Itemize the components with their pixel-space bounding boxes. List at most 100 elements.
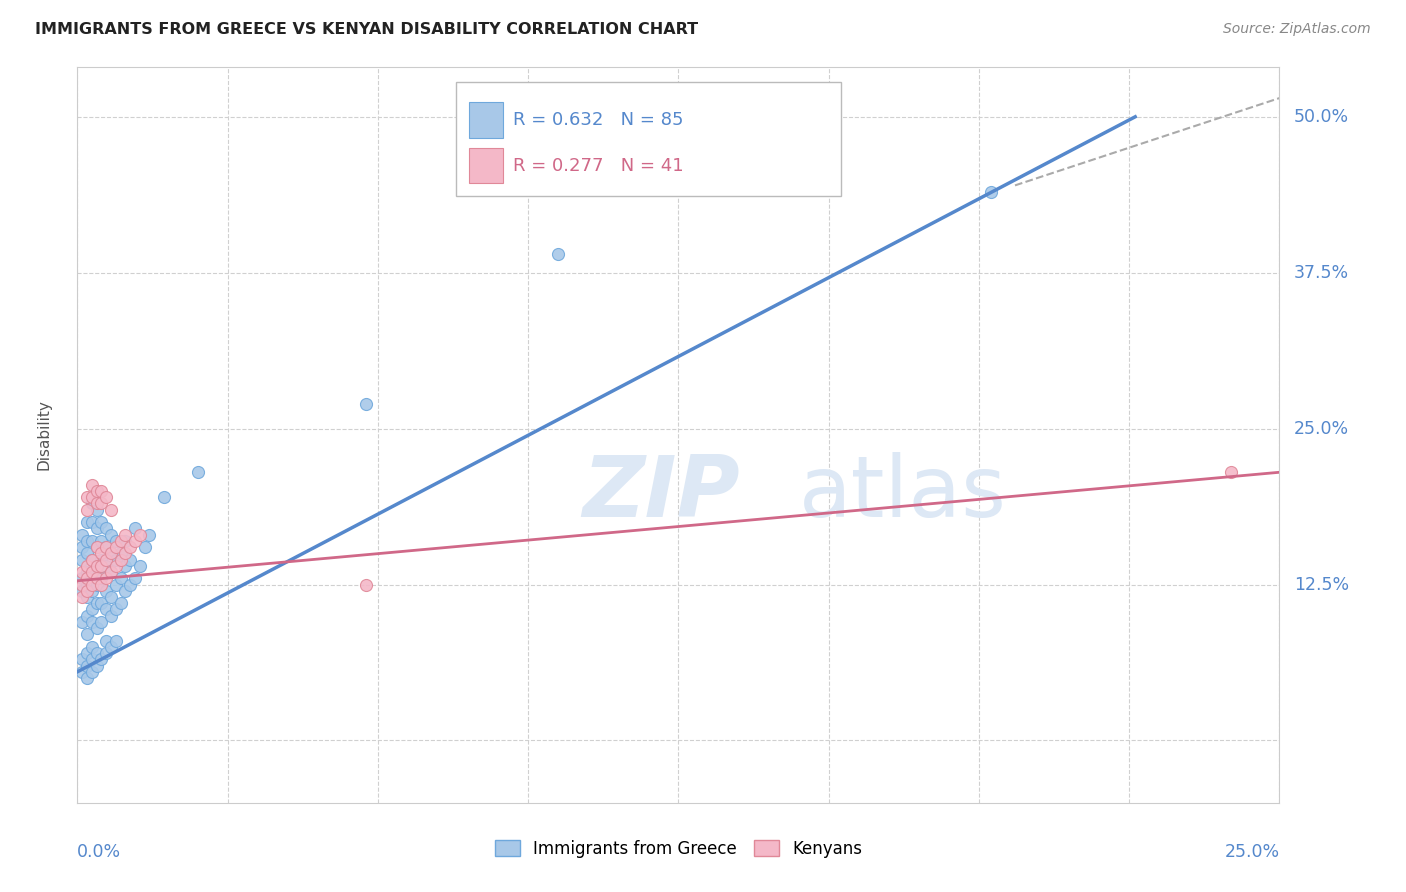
Point <box>70 615 93 629</box>
Point <box>153 490 176 504</box>
Point <box>76 627 98 641</box>
Point <box>80 602 103 616</box>
Point <box>80 577 103 591</box>
Point <box>70 565 93 579</box>
Text: 12.5%: 12.5% <box>1294 575 1348 593</box>
Point <box>96 583 118 598</box>
Point <box>96 540 118 554</box>
Point <box>76 571 98 585</box>
Text: ZIP: ZIP <box>582 452 740 535</box>
Point <box>104 633 127 648</box>
Point <box>70 552 93 566</box>
Point <box>90 515 112 529</box>
Point <box>104 533 127 548</box>
Point <box>120 540 142 554</box>
Point <box>110 596 132 610</box>
Point <box>114 533 136 548</box>
Point <box>100 640 122 654</box>
Point <box>86 558 108 573</box>
Point <box>80 496 103 510</box>
Point <box>70 577 93 591</box>
Point <box>70 665 93 679</box>
Point <box>104 602 127 616</box>
Point <box>76 577 98 591</box>
Legend: Immigrants from Greece, Kenyans: Immigrants from Greece, Kenyans <box>488 833 869 864</box>
Point <box>76 671 98 685</box>
Point <box>110 552 132 566</box>
Point <box>76 515 98 529</box>
Point <box>90 533 112 548</box>
Point <box>120 552 142 566</box>
Point <box>90 596 112 610</box>
Point <box>76 583 98 598</box>
Text: 25.0%: 25.0% <box>1294 419 1348 438</box>
Point <box>86 577 108 591</box>
Point <box>134 540 156 554</box>
Point <box>90 558 112 573</box>
Point <box>86 571 108 585</box>
Text: 25.0%: 25.0% <box>1225 843 1279 862</box>
Point <box>80 615 103 629</box>
Point <box>76 558 98 573</box>
Point <box>86 596 108 610</box>
Text: R = 0.277   N = 41: R = 0.277 N = 41 <box>513 156 683 175</box>
Point <box>96 558 118 573</box>
Point <box>128 527 150 541</box>
Point <box>80 490 103 504</box>
Text: 50.0%: 50.0% <box>1294 108 1348 126</box>
Point <box>80 583 103 598</box>
Point <box>100 546 122 560</box>
Point <box>104 552 127 566</box>
Point <box>186 465 209 479</box>
Point <box>70 583 93 598</box>
Point <box>138 527 160 541</box>
Point <box>90 496 112 510</box>
Point <box>70 590 93 604</box>
Point <box>354 397 377 411</box>
Point <box>80 565 103 579</box>
Point <box>80 640 103 654</box>
Point <box>104 577 127 591</box>
Point <box>90 483 112 498</box>
Point <box>80 533 103 548</box>
Point <box>100 590 122 604</box>
Point <box>104 558 127 573</box>
Point <box>80 652 103 666</box>
Text: 0.0%: 0.0% <box>77 843 121 862</box>
Point <box>90 546 112 560</box>
Point <box>100 527 122 541</box>
Point <box>120 577 142 591</box>
Point <box>110 571 132 585</box>
Point <box>86 558 108 573</box>
Point <box>86 658 108 673</box>
Point <box>70 571 93 585</box>
Point <box>128 558 150 573</box>
Point <box>76 646 98 660</box>
Point <box>86 621 108 635</box>
Point <box>100 565 122 579</box>
Point <box>90 552 112 566</box>
Point <box>80 477 103 491</box>
Point <box>354 577 377 591</box>
Point <box>114 558 136 573</box>
Text: Source: ZipAtlas.com: Source: ZipAtlas.com <box>1223 22 1371 37</box>
Point <box>76 658 98 673</box>
Point <box>96 602 118 616</box>
Point <box>980 185 1002 199</box>
Point <box>104 540 127 554</box>
Point <box>76 565 98 579</box>
Point <box>76 490 98 504</box>
Point <box>80 552 103 566</box>
Text: IMMIGRANTS FROM GREECE VS KENYAN DISABILITY CORRELATION CHART: IMMIGRANTS FROM GREECE VS KENYAN DISABIL… <box>35 22 699 37</box>
Point <box>90 615 112 629</box>
Text: 37.5%: 37.5% <box>1294 264 1348 282</box>
Point <box>86 502 108 516</box>
Point <box>70 527 93 541</box>
Point <box>100 608 122 623</box>
Point <box>86 540 108 554</box>
Point <box>96 633 118 648</box>
Point <box>76 590 98 604</box>
Point <box>96 571 118 585</box>
FancyBboxPatch shape <box>456 82 841 195</box>
Point <box>80 515 103 529</box>
